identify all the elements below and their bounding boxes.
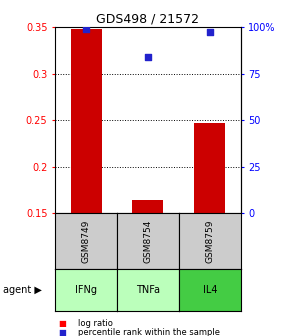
Point	[84, 26, 88, 32]
Text: percentile rank within the sample: percentile rank within the sample	[78, 328, 220, 336]
Text: TNFa: TNFa	[136, 285, 160, 295]
Text: GSM8759: GSM8759	[205, 219, 214, 263]
Point	[146, 54, 150, 59]
Bar	[133, 200, 163, 213]
Bar	[70, 29, 102, 213]
Bar	[194, 123, 225, 213]
Text: log ratio: log ratio	[78, 319, 113, 328]
Text: ■: ■	[58, 328, 66, 336]
Text: ■: ■	[58, 319, 66, 328]
Title: GDS498 / 21572: GDS498 / 21572	[96, 13, 200, 26]
Text: agent ▶: agent ▶	[3, 285, 42, 295]
Point	[207, 30, 212, 35]
Text: IFNg: IFNg	[75, 285, 97, 295]
Text: GSM8749: GSM8749	[81, 219, 90, 263]
Text: IL4: IL4	[202, 285, 217, 295]
Text: GSM8754: GSM8754	[143, 219, 153, 263]
